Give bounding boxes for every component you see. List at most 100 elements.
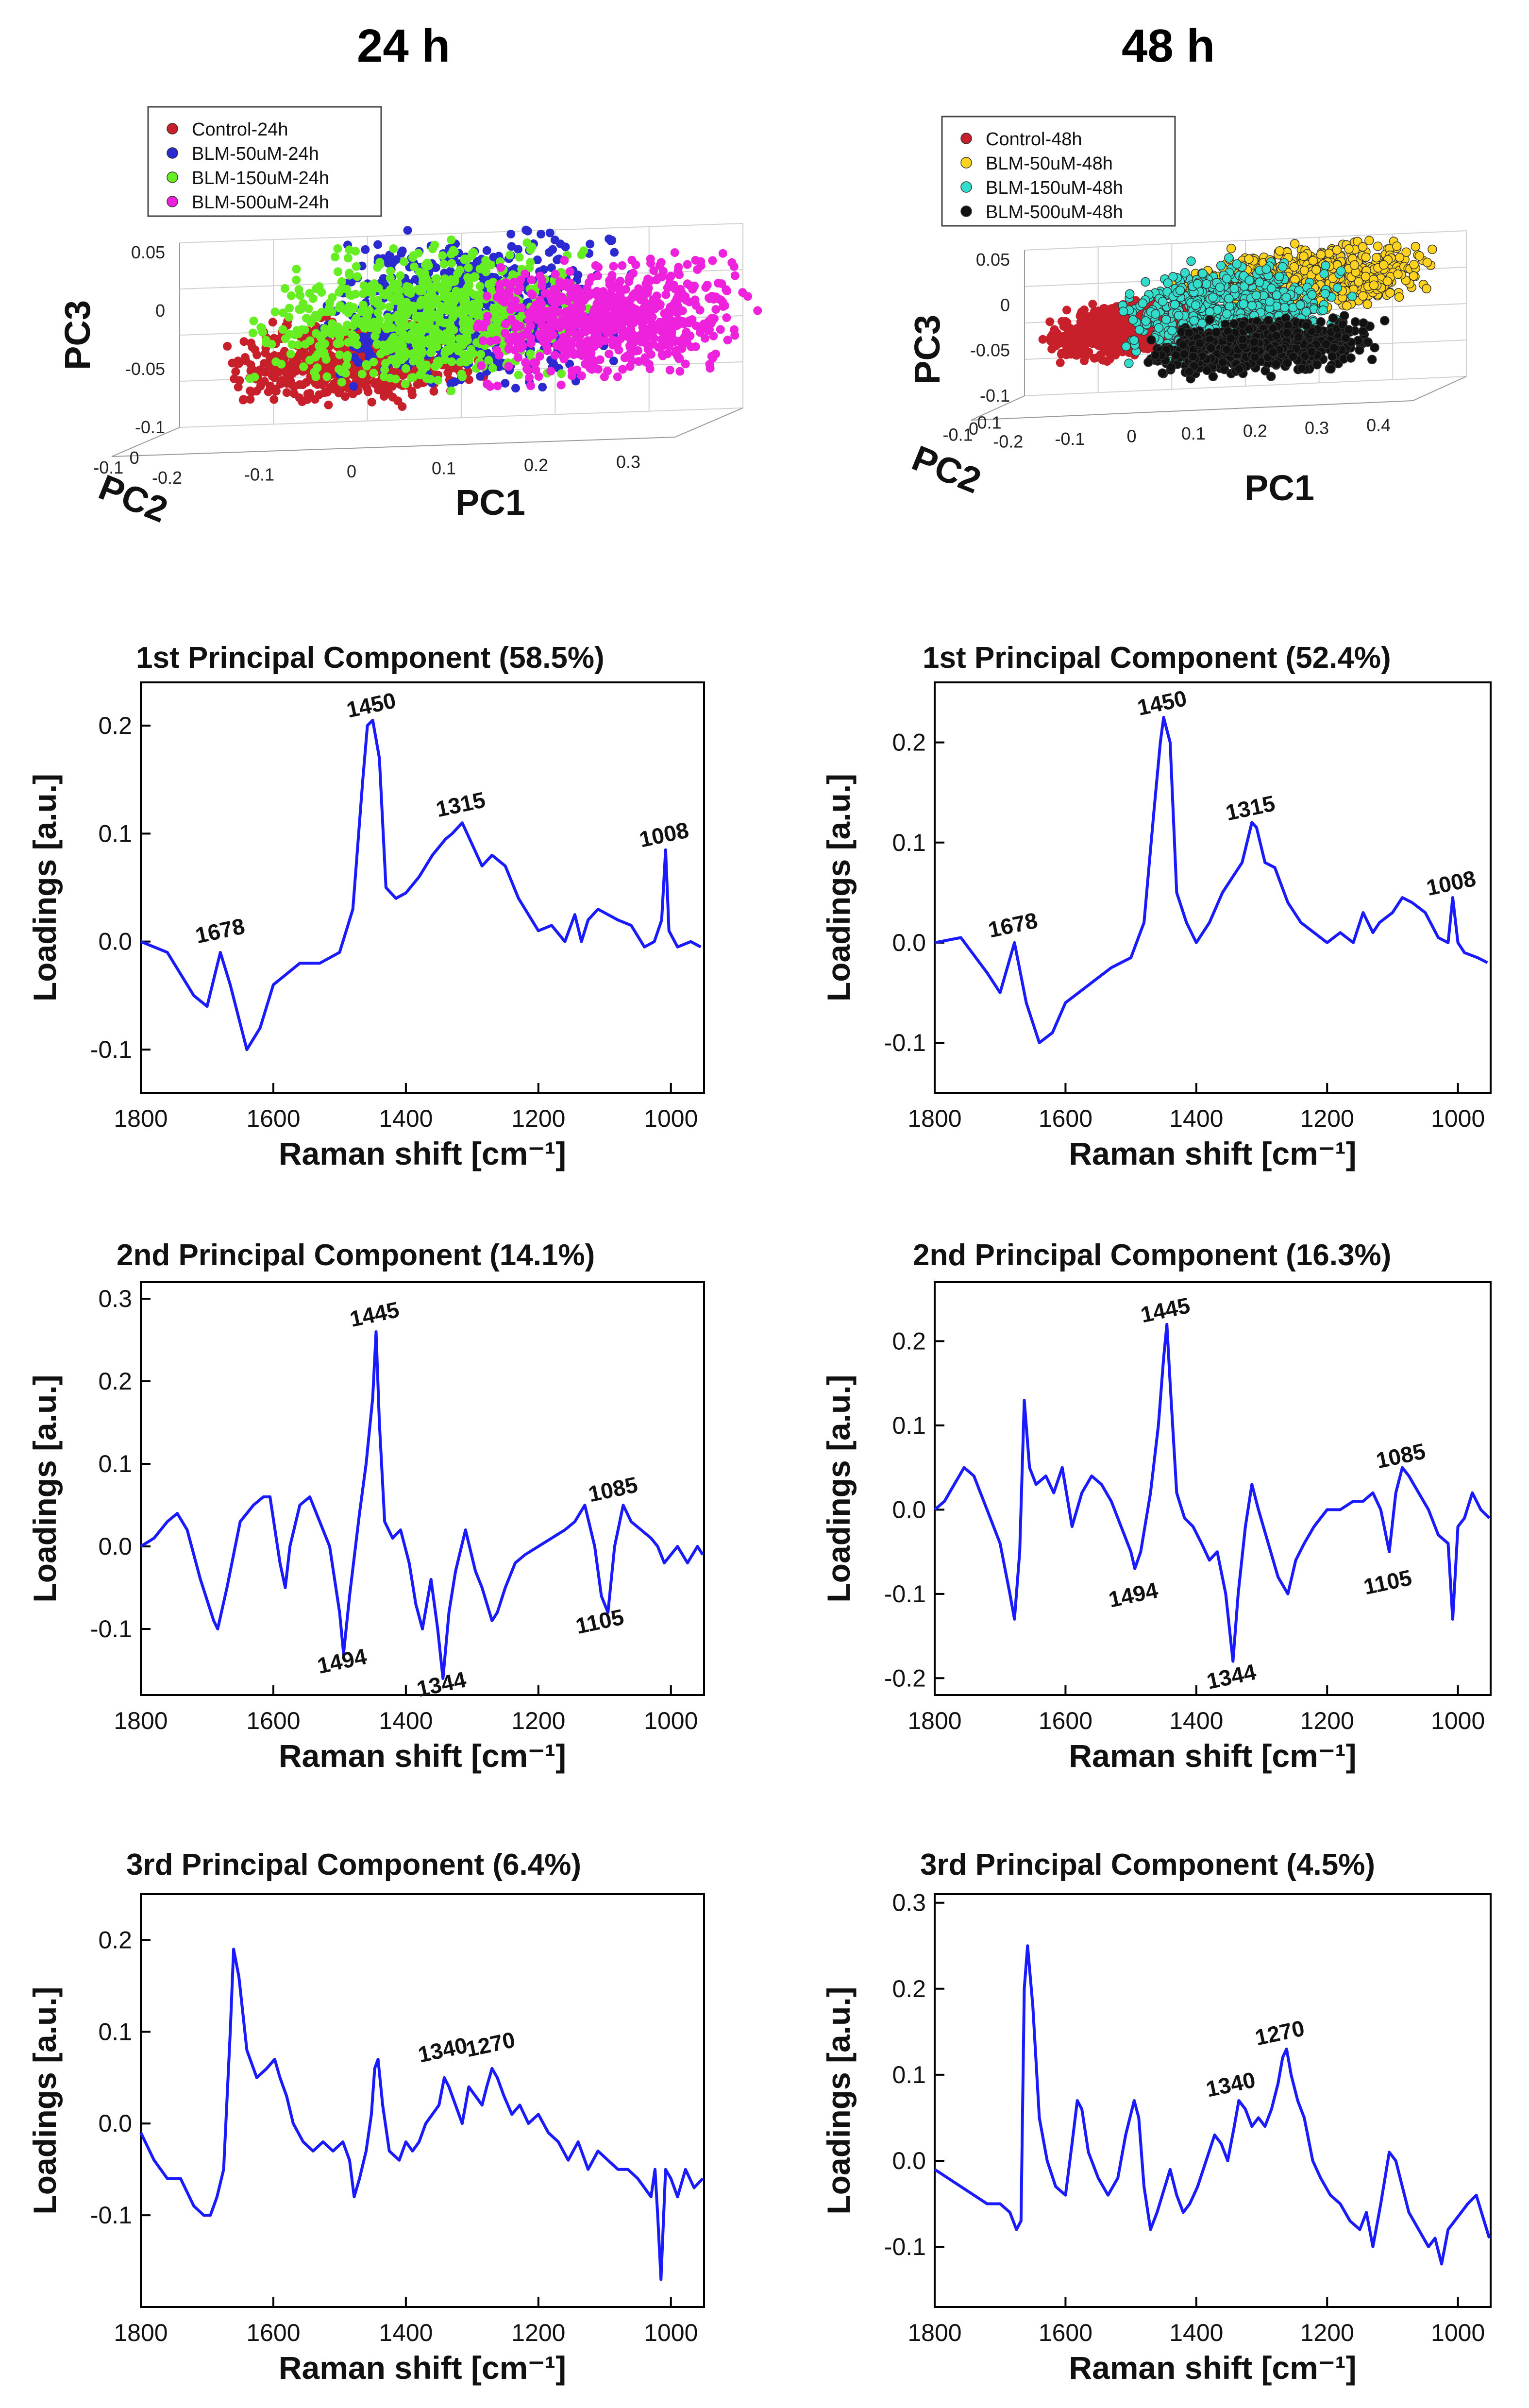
scatter-point [753,306,762,315]
scatter-point [686,331,695,340]
scatter-point [666,308,675,317]
scatter-point [424,324,433,334]
scatter-point [449,303,458,312]
scatter-point [1362,299,1372,309]
scatter-point [548,245,557,254]
scatter-point [1154,323,1164,333]
scatter-point [608,335,617,344]
y-tick-label: 0.1 [892,829,926,856]
x-tick-label: 1400 [379,1105,433,1132]
scatter-point [707,317,716,326]
scatter-point [367,397,376,407]
scatter-point [708,256,717,265]
scatter-point [292,265,301,274]
pc3-tick-label: 0.05 [131,242,165,262]
y-axis-label: Loadings [a.u.] [27,1986,63,2214]
scatter-point [569,304,578,313]
scatter-point [642,301,651,310]
scatter-point [341,305,350,315]
scatter-point [593,365,603,374]
scatter-point [685,297,694,306]
y-tick-label: -0.1 [884,1029,926,1056]
scatter-point [535,329,544,339]
peak-annotation: 1085 [586,1472,640,1507]
scatter-point [385,302,394,311]
scatter-point [426,297,435,306]
x-tick-label: 1200 [511,2319,565,2346]
scatter-point [609,262,618,271]
pc3-tick-label: 0 [155,301,165,321]
pca-3d-plot-pca48: -0.2 -0.1 0 0.1 0.2 0.3 0.40.10-0.10.050-0.05-… [907,116,1467,508]
scatter-point [445,346,454,356]
scatter-point [416,314,425,323]
scatter-point [393,310,403,320]
y-tick-label: 0.1 [98,2018,132,2045]
scatter-point [543,322,553,331]
scatter-point [357,307,366,316]
y-tick-label: 0.0 [98,2110,132,2137]
loading-series-line [934,1944,1491,2266]
scatter-point [552,341,561,350]
scatter-point [424,314,433,323]
scatter-point [624,277,634,286]
scatter-point [484,280,493,289]
scatter-point [610,323,619,332]
scatter-point [618,261,627,270]
scatter-point [1372,253,1381,263]
scatter-point [387,355,396,364]
scatter-point [675,354,684,363]
scatter-point [483,311,492,321]
scatter-point [1379,260,1389,270]
scatter-point [651,304,660,313]
scatter-point [533,255,542,265]
scatter-point [396,271,405,280]
scatter-point [489,253,498,262]
scatter-point [439,259,449,269]
scatter-point [447,235,456,244]
pc1-tick-label: 0 [347,461,356,481]
pc1-axis-label: PC1 [455,482,525,523]
scatter-point [545,228,554,237]
scatter-point [511,384,520,393]
peak-annotation: 1445 [1138,1292,1192,1327]
y-tick-label: -0.1 [90,1615,132,1643]
scatter-point [333,244,342,253]
plot-title: 1st Principal Component (58.5%) [136,641,605,675]
scatter-point [337,377,346,387]
scatter-point [388,392,397,402]
scatter-point [1414,251,1425,261]
scatter-point [1358,291,1368,301]
scatter-point [276,379,285,389]
x-tick-label: 1200 [511,1707,565,1734]
y-tick-label: 0.2 [98,1926,132,1953]
scatter-point [507,242,516,251]
scatter-point [625,329,635,338]
scatter-point [474,319,483,328]
scatter-point [1111,351,1120,360]
scatter-point [461,335,470,344]
scatter-point [370,378,379,387]
scatter-point [231,367,240,376]
scatter-point [525,373,534,382]
scatter-point [341,369,350,378]
loadings-plot-pc1_48: 1st Principal Component (52.4%)1800 1600 1… [821,641,1492,1171]
scatter-point [400,257,409,266]
scatter-point [1077,322,1087,332]
scatter-point [380,365,389,374]
scatter-point [1038,335,1047,344]
scatter-point [345,271,354,280]
scatter-point [1066,350,1075,359]
legend-marker [167,123,178,135]
scatter-point [362,360,371,369]
scatter-point [613,372,622,381]
scatter-point [527,275,536,285]
scatter-point [336,339,345,348]
scatter-point [521,225,531,235]
scatter-point [379,372,388,381]
scatter-point [594,263,603,272]
scatter-point [322,388,332,397]
scatter-point [565,321,574,329]
loading-series-line [139,1948,704,2281]
scatter-point [249,328,257,338]
scatter-point [1395,253,1405,263]
